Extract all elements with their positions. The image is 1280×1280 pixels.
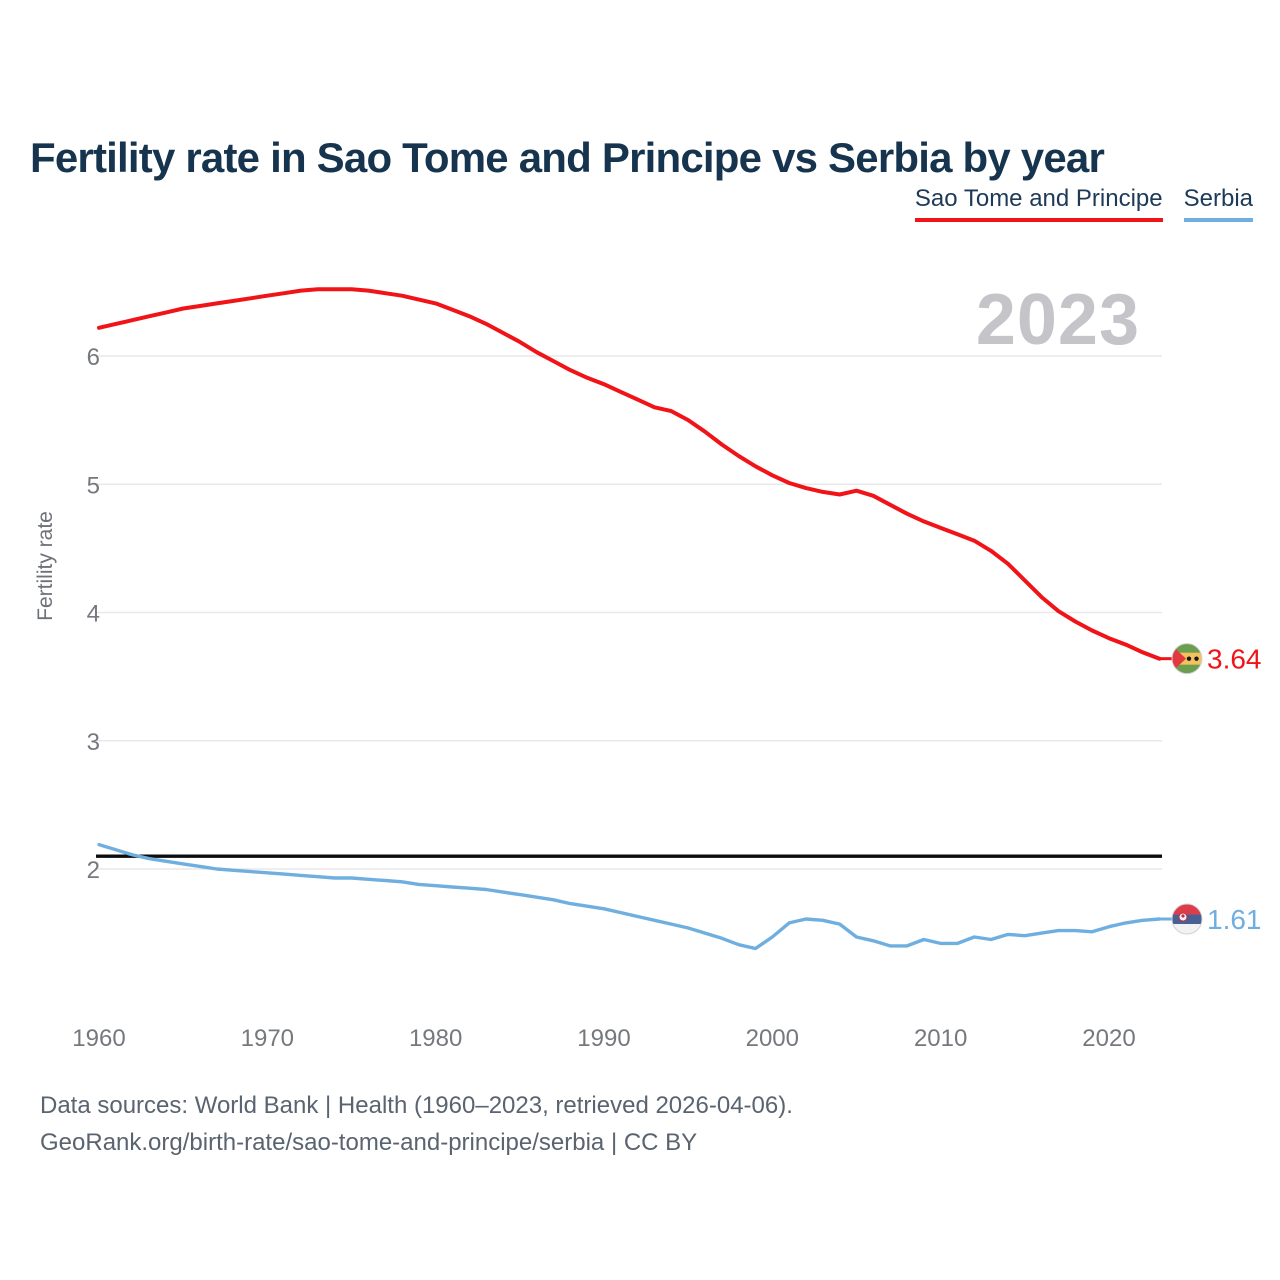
- x-tick-label: 1990: [577, 1025, 630, 1052]
- x-tick-label: 1980: [409, 1025, 462, 1052]
- legend: Sao Tome and Principe Serbia: [914, 185, 1253, 222]
- x-tick-label: 2010: [914, 1025, 967, 1052]
- footer-attribution: GeoRank.org/birth-rate/sao-tome-and-prin…: [40, 1129, 698, 1156]
- legend-item-sao-tome-and-principe[interactable]: Sao Tome and Principe: [914, 185, 1163, 222]
- end-value-serbia: 1.61: [1207, 904, 1262, 935]
- x-tick-label: 1960: [72, 1025, 125, 1052]
- y-axis-label: Fertility rate: [34, 511, 57, 621]
- footer-data-sources: Data sources: World Bank | Health (1960–…: [40, 1092, 793, 1119]
- x-tick-label: 1970: [241, 1025, 294, 1052]
- y-tick-label: 5: [87, 472, 100, 499]
- page-title: Fertility rate in Sao Tome and Principe …: [30, 134, 1105, 182]
- series-line-serbia[interactable]: [97, 842, 1162, 951]
- footer: Data sources: World Bank | Health (1960–…: [40, 1087, 793, 1161]
- x-tick-label: 2000: [746, 1025, 799, 1052]
- series-line-sao-tome-and-principe[interactable]: [97, 287, 1162, 661]
- end-value-sao-tome: 3.64: [1207, 644, 1262, 675]
- y-tick-label: 3: [87, 729, 100, 756]
- x-tick-label: 2020: [1082, 1025, 1135, 1052]
- watermark-year: 2023: [975, 280, 1140, 360]
- y-tick-label: 6: [87, 344, 100, 371]
- y-tick-label: 2: [87, 857, 100, 884]
- y-tick-label: 4: [87, 601, 100, 628]
- legend-item-serbia[interactable]: Serbia: [1183, 185, 1253, 222]
- sao-tome-flag-icon: [1171, 643, 1203, 675]
- serbia-flag-icon: [1171, 903, 1203, 935]
